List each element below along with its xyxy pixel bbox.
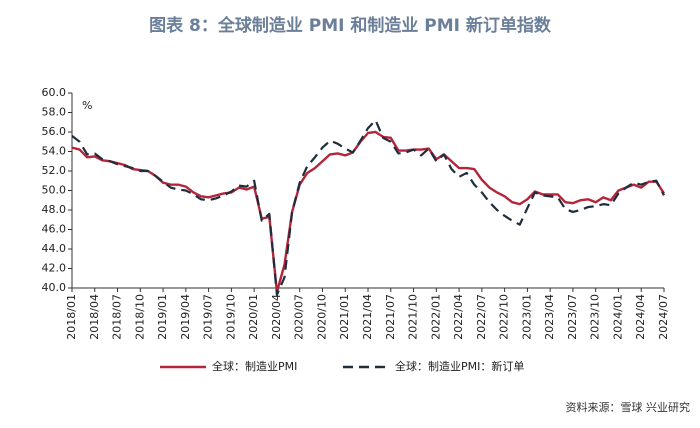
series-line <box>71 119 665 296</box>
x-tick-label: 2020/07 <box>293 294 306 340</box>
x-tick-label: 2022/01 <box>429 294 442 340</box>
x-tick-label: 2020/10 <box>315 294 328 340</box>
x-tick-label: 2023/10 <box>589 294 602 340</box>
x-tick-label: 2020/01 <box>247 294 260 340</box>
y-tick-label: 40.0 <box>42 281 67 294</box>
x-tick-label: 2022/10 <box>498 294 511 340</box>
x-tick-label: 2021/01 <box>338 294 351 340</box>
x-tick-label: 2018/10 <box>133 294 146 340</box>
x-tick-label: 2024/01 <box>611 294 624 340</box>
y-tick-label: 42.0 <box>42 262 67 275</box>
series-line <box>71 130 666 294</box>
y-tick-label: 52.0 <box>42 164 67 177</box>
y-tick-label: 44.0 <box>42 242 67 255</box>
x-tick-label: 2018/01 <box>65 294 78 340</box>
x-tick-label: 2022/07 <box>475 294 488 340</box>
x-tick-label: 2024/04 <box>634 294 647 340</box>
x-tick-label: 2021/10 <box>407 294 420 340</box>
legend-label: 全球：制造业PMI：新订单 <box>395 359 524 373</box>
source: 资料来源：雪球 兴业研究 <box>566 400 691 414</box>
x-tick-label: 2023/04 <box>543 294 556 340</box>
y-tick-label: 50.0 <box>42 184 67 197</box>
y-tick-label: 46.0 <box>42 223 67 236</box>
y-tick-label: 48.0 <box>42 203 67 216</box>
x-tick-label: 2022/04 <box>452 294 465 340</box>
y-tick-label: 58.0 <box>42 106 67 119</box>
x-tick-label: 2023/07 <box>566 294 579 340</box>
y-tick-label: 54.0 <box>42 145 67 158</box>
chart-title: 图表 8：全球制造业 PMI 和制造业 PMI 新订单指数 <box>149 15 552 36</box>
x-tick-label: 2018/07 <box>111 294 124 340</box>
x-tick-label: 2019/07 <box>202 294 215 340</box>
legend-label: 全球：制造业PMI <box>212 359 297 373</box>
x-tick-label: 2021/07 <box>384 294 397 340</box>
y-tick-label: 56.0 <box>42 125 67 138</box>
x-tick-label: 2021/04 <box>361 294 374 340</box>
x-tick-label: 2019/04 <box>179 294 192 340</box>
x-tick-label: 2018/04 <box>88 294 101 340</box>
x-tick-label: 2019/01 <box>156 294 169 340</box>
x-tick-label: 2020/04 <box>270 294 283 340</box>
y-unit: % <box>82 99 92 112</box>
x-tick-label: 2024/07 <box>657 294 670 340</box>
x-tick-label: 2023/01 <box>520 294 533 340</box>
x-tick-label: 2019/10 <box>224 294 237 340</box>
y-tick-label: 60.0 <box>42 86 67 99</box>
